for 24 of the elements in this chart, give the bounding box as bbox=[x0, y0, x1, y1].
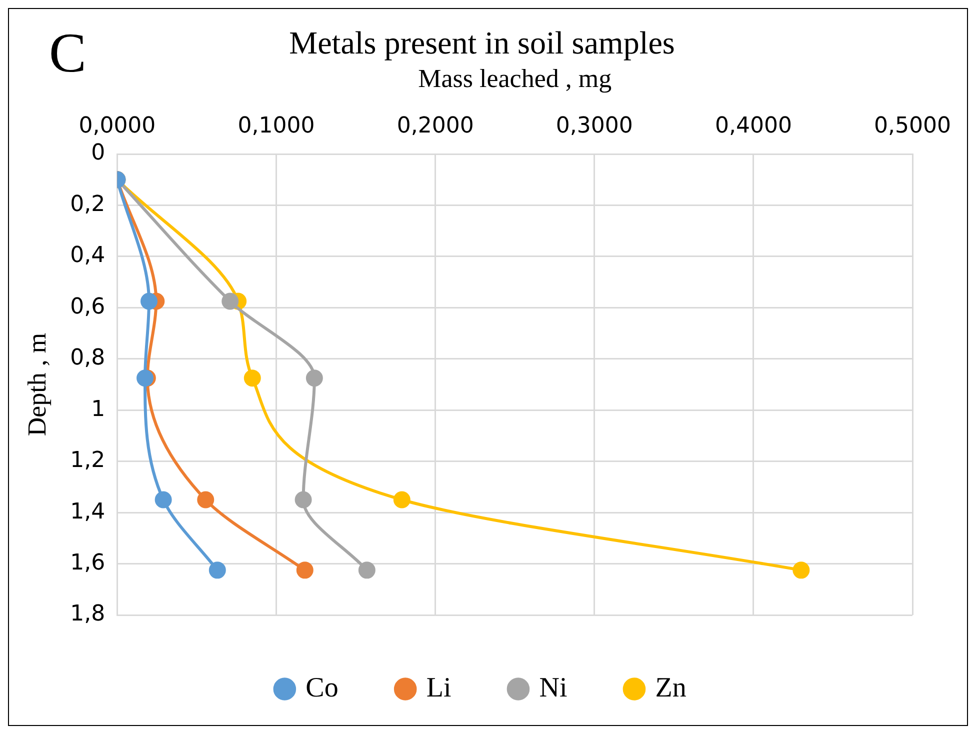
legend-label: Li bbox=[426, 672, 452, 704]
legend-label: Ni bbox=[539, 672, 568, 704]
y-tick-label: 0,2 bbox=[70, 192, 106, 217]
y-tick-label: 1 bbox=[91, 396, 106, 422]
x-tick-label: 0,3000 bbox=[556, 114, 633, 139]
legend-label: Zn bbox=[655, 672, 686, 704]
x-axis-title: Mass leached , mg bbox=[418, 64, 612, 93]
y-tick-label: 1,4 bbox=[70, 499, 106, 524]
y-tick-label: 0,6 bbox=[70, 294, 106, 320]
x-tick-label: 0,5000 bbox=[874, 114, 952, 139]
y-tick-label: 0,4 bbox=[70, 243, 106, 268]
y-tick-label: 0,8 bbox=[70, 346, 106, 371]
y-tick-label: 1,2 bbox=[70, 448, 106, 474]
x-tick-label: 0,1000 bbox=[238, 114, 315, 139]
y-tick-label: 0 bbox=[91, 140, 106, 166]
x-tick-label: 0,2000 bbox=[396, 114, 474, 139]
x-tick-label: 0,0000 bbox=[78, 114, 156, 139]
y-tick-label: 1,6 bbox=[70, 550, 106, 576]
x-tick-label: 0,4000 bbox=[714, 114, 792, 139]
y-axis-title: Depth , m bbox=[22, 332, 52, 436]
text: C bbox=[49, 22, 86, 85]
chart-title: Metals present in soil samples bbox=[289, 24, 675, 61]
y-tick-label: 1,8 bbox=[70, 602, 106, 627]
legend-label: Co bbox=[306, 672, 338, 704]
